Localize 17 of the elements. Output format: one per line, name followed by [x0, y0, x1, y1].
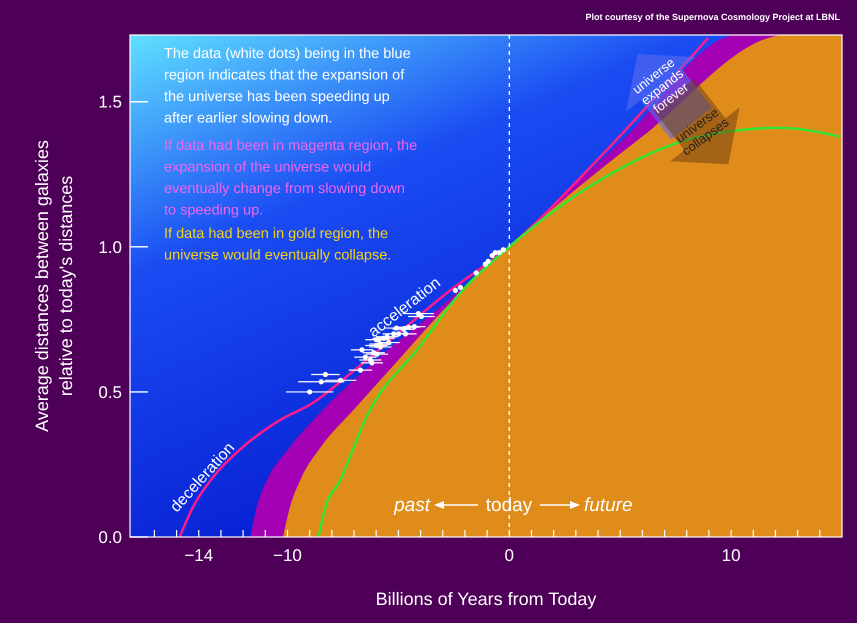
x-tick-label: 0	[504, 546, 514, 565]
annotation: If data had been in gold region, the universe would eventually collapse.	[164, 226, 392, 264]
text: Plot courtesy of the Supernova Cosmology Project at LBNL	[585, 12, 840, 22]
y-tick-label: 0.0	[98, 528, 122, 547]
annotation: If data had been in magenta region, the expansion of the universe would eventually change from slowing down to speeding up.	[164, 138, 418, 218]
annotation: today	[486, 495, 533, 516]
annotation: The data (white dots) being in the blue region indicates that the expansion of the universe has been speeding up after earlier slowing down.	[164, 46, 411, 126]
x-axis-title: Billions of Years from Today	[376, 589, 596, 609]
y-tick-label: 0.5	[98, 382, 122, 402]
annotation: past	[393, 495, 431, 516]
x-tick-label: −14	[184, 546, 214, 565]
annotation: future	[584, 495, 633, 516]
y-axis-title: Average distances between galaxies relative to today's distances	[32, 140, 76, 432]
y-tick-label: 1.0	[98, 238, 122, 257]
y-tick-label: 1.5	[98, 92, 122, 112]
x-tick-label: −10	[273, 546, 302, 565]
x-tick-label: 10	[722, 546, 741, 565]
